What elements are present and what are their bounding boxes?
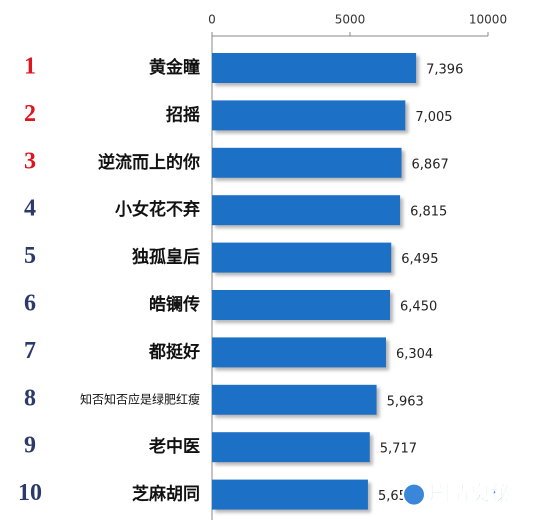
value-label: 7,005 — [415, 110, 452, 125]
bar — [212, 384, 377, 415]
value-label: 6,815 — [410, 205, 447, 220]
watermark-icon — [402, 482, 426, 507]
category-label: 芝麻胡同 — [132, 484, 200, 505]
value-label: 5,963 — [387, 394, 424, 409]
rank: 7 — [24, 338, 36, 364]
x-tick-label: 10000 — [469, 13, 507, 27]
rank: 3 — [24, 148, 36, 174]
category-label: 皓镧传 — [149, 294, 200, 315]
value-label: 5,717 — [380, 442, 417, 457]
rank: 6 — [24, 291, 36, 317]
value-label: 6,304 — [396, 347, 433, 362]
bar — [212, 195, 401, 226]
category-label: 知否知否应是绿肥红瘦 — [80, 391, 200, 406]
bar — [212, 290, 391, 320]
bar — [212, 242, 392, 273]
category-label: 小女花不弃 — [115, 199, 200, 220]
rank: 4 — [24, 196, 36, 222]
rank: 10 — [18, 480, 42, 506]
category-label: 黄金瞳 — [149, 57, 200, 78]
category-label: 逆流而上的你 — [98, 152, 200, 173]
value-label: 6,867 — [412, 157, 449, 172]
rank: 2 — [24, 101, 36, 127]
category-label: 都挺好 — [148, 341, 200, 362]
watermark: 剧情奥秘 — [430, 481, 510, 505]
bar — [212, 147, 402, 178]
value-label: 6,495 — [401, 252, 438, 267]
x-tick-label: 0 — [208, 13, 216, 27]
bar — [212, 53, 417, 83]
bar — [212, 479, 368, 510]
value-label: 6,450 — [400, 300, 437, 315]
category-label: 老中医 — [148, 436, 200, 457]
rank: 9 — [24, 433, 36, 459]
bar — [212, 100, 406, 131]
category-label: 独孤皇后 — [132, 247, 200, 268]
bar — [212, 337, 386, 368]
category-label: 招摇 — [166, 104, 200, 125]
rank: 1 — [24, 54, 36, 80]
value-label: 7,396 — [426, 63, 463, 78]
bar — [212, 432, 370, 463]
x-tick-label: 5000 — [335, 13, 366, 27]
rank: 8 — [24, 385, 36, 411]
rank: 5 — [24, 243, 36, 269]
